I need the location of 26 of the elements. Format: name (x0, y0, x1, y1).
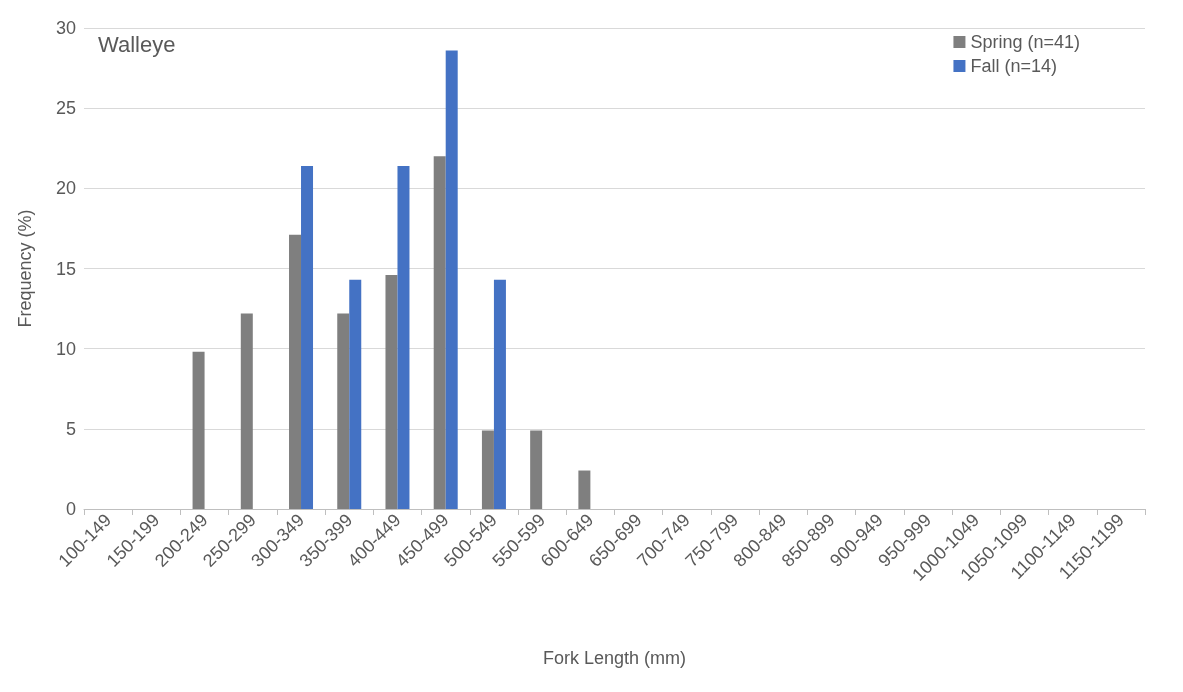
bar (192, 351, 205, 509)
legend-label: Fall (n=14) (970, 56, 1057, 76)
y-tick-label: 10 (55, 338, 76, 359)
bar (349, 279, 362, 509)
bar (493, 279, 506, 509)
bar (481, 430, 494, 509)
y-tick-label: 25 (55, 98, 76, 119)
bar (397, 165, 410, 509)
annotation: Walleye (98, 31, 176, 57)
y-tick-label: 5 (65, 418, 76, 439)
bar (337, 313, 350, 509)
bar (530, 430, 543, 509)
bar (433, 156, 446, 509)
legend-label: Spring (n=41) (970, 32, 1081, 52)
bar (301, 165, 314, 509)
bar (445, 50, 458, 509)
bar (385, 274, 398, 509)
x-axis-title: Fork Length (mm) (542, 648, 687, 668)
y-tick-label: 15 (55, 258, 76, 279)
bar (578, 470, 591, 509)
y-tick-label: 0 (65, 499, 76, 519)
y-tick-label: 30 (55, 18, 76, 38)
y-tick-label: 20 (55, 178, 76, 199)
bar (240, 313, 253, 509)
bar (289, 234, 302, 509)
y-axis-title: Frequency (%) (15, 209, 35, 328)
